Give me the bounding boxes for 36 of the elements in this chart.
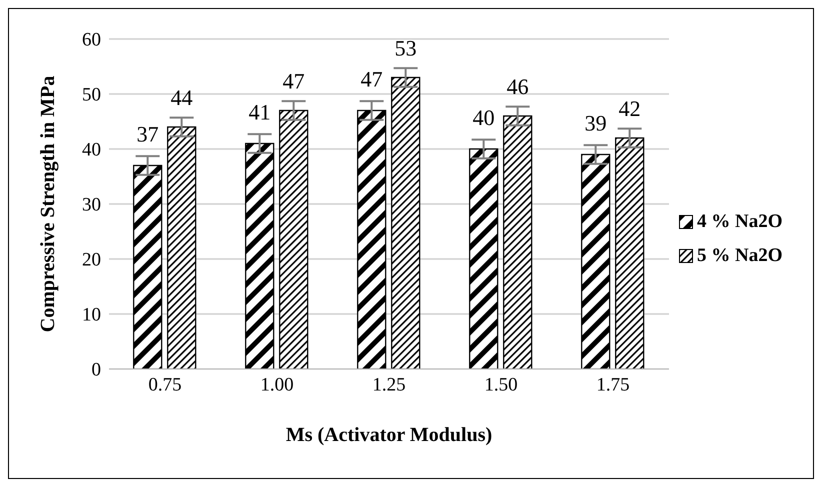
- data-label: 40: [472, 105, 495, 130]
- data-label: 39: [584, 110, 607, 136]
- bar: [469, 148, 498, 369]
- y-tick-label: 30: [82, 194, 101, 216]
- bar: [357, 110, 386, 369]
- y-tick-label: 0: [92, 360, 101, 381]
- data-label: 53: [394, 36, 417, 60]
- y-tick-label: 60: [82, 30, 101, 51]
- y-tick-label: 40: [82, 140, 101, 161]
- bar: [503, 115, 532, 369]
- data-label: 37: [136, 122, 159, 146]
- data-label: 42: [618, 96, 641, 121]
- legend-label: 5 % Na2O: [697, 245, 782, 267]
- bar: [581, 154, 610, 369]
- x-tick-label: 1.00: [260, 374, 294, 396]
- y-tick-label: 10: [82, 304, 101, 326]
- bar: [279, 110, 308, 369]
- x-tick-label: 1.25: [372, 374, 406, 396]
- data-label: 44: [170, 85, 193, 110]
- bar: [391, 76, 420, 369]
- data-label: 47: [360, 66, 383, 92]
- x-tick-label: 0.75: [148, 374, 182, 396]
- legend-label: 4 % Na2O: [697, 211, 782, 233]
- x-tick-label: 1.50: [484, 374, 518, 396]
- bar: [167, 126, 196, 369]
- y-tick-label: 50: [82, 84, 101, 106]
- bar: [245, 142, 274, 369]
- data-label: 46: [506, 74, 529, 99]
- x-tick-label: 1.75: [596, 374, 630, 396]
- bar: [615, 137, 644, 369]
- data-label: 41: [248, 100, 271, 124]
- y-tick-label: 20: [82, 250, 101, 271]
- x-axis-title: Ms (Activator Modulus): [286, 424, 492, 446]
- bar: [133, 164, 162, 369]
- y-axis-title: Compressive Strength in MPa: [37, 76, 60, 332]
- data-label: 47: [282, 68, 305, 94]
